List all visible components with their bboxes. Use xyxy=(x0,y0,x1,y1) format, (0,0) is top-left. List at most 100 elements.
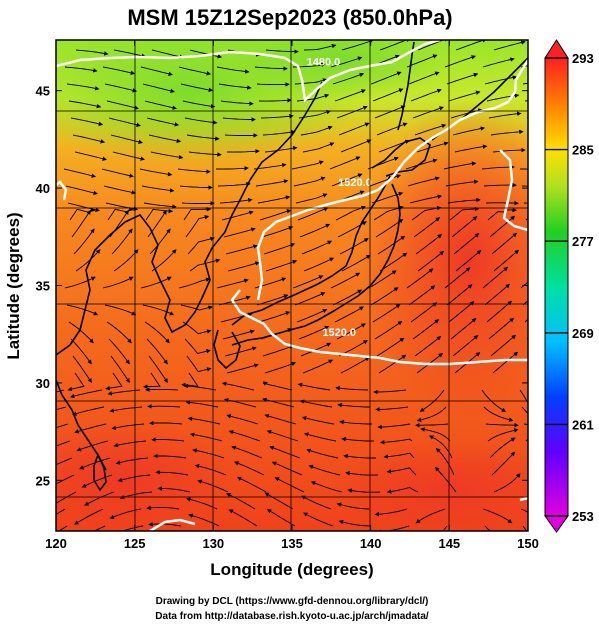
streamline xyxy=(302,359,334,374)
streamline xyxy=(370,287,399,306)
streamline xyxy=(256,82,290,87)
streamline xyxy=(148,355,168,383)
streamline xyxy=(140,66,173,76)
streamline xyxy=(236,476,267,493)
colorbar-tick-label: 285 xyxy=(572,143,594,158)
streamline xyxy=(150,151,184,160)
streamline xyxy=(56,440,71,447)
coastline-china-korea xyxy=(56,81,323,356)
streamline xyxy=(224,397,257,408)
streamline xyxy=(81,474,113,488)
streamline xyxy=(262,397,295,408)
streamline xyxy=(532,461,537,492)
x-tick-label: 120 xyxy=(45,536,67,551)
streamline xyxy=(56,389,65,393)
streamline xyxy=(226,363,259,374)
streamline xyxy=(72,355,92,383)
streamline xyxy=(451,216,478,238)
streamline xyxy=(452,126,486,136)
streamline xyxy=(414,336,442,357)
streamline xyxy=(185,215,210,238)
streamline xyxy=(454,144,488,153)
colorbar-tick-label: 261 xyxy=(572,417,594,432)
streamline xyxy=(481,389,507,412)
colorbar-tick-label: 293 xyxy=(572,51,594,66)
streamline xyxy=(112,151,145,161)
streamline xyxy=(296,93,330,102)
streamline xyxy=(303,257,335,272)
streamline xyxy=(271,461,303,476)
streamline xyxy=(184,117,218,125)
streamline xyxy=(299,223,331,238)
colorbar-bottom-arrow xyxy=(544,515,569,533)
streamline xyxy=(228,430,261,442)
streamline xyxy=(408,285,436,306)
streamline xyxy=(222,329,255,340)
streamline xyxy=(520,508,528,514)
streamline xyxy=(520,168,528,170)
streamline xyxy=(226,414,259,425)
streamline xyxy=(493,473,521,493)
streamline xyxy=(487,207,518,221)
streamline xyxy=(341,436,374,442)
streamline xyxy=(121,525,144,531)
colorbar-tick-label: 269 xyxy=(572,326,594,341)
streamline xyxy=(155,470,189,476)
streamline xyxy=(105,372,123,391)
streamline xyxy=(104,304,137,316)
lat-lon-grid xyxy=(56,40,528,531)
streamline xyxy=(57,525,68,531)
streamline xyxy=(294,292,326,306)
y-axis: 25 30 35 40 45 xyxy=(36,84,528,488)
streamline xyxy=(103,185,137,195)
streamline xyxy=(412,319,440,340)
streamline xyxy=(372,88,404,102)
streamline xyxy=(492,147,526,153)
streamline xyxy=(56,491,77,504)
contour-label: 1480.0 xyxy=(307,56,341,68)
streamline xyxy=(257,195,291,204)
streamline xyxy=(521,406,528,415)
streamline xyxy=(374,105,406,119)
streamline xyxy=(491,232,518,255)
streamline xyxy=(227,261,260,272)
x-axis: 120 125 130 135 140 145 150 xyxy=(45,40,539,551)
streamline xyxy=(291,160,324,170)
contour-1520-east xyxy=(499,149,528,232)
streamline xyxy=(219,197,253,204)
streamline xyxy=(233,461,265,476)
streamline xyxy=(144,321,170,344)
streamline xyxy=(227,148,260,154)
streamline xyxy=(485,422,519,428)
streamline xyxy=(258,311,291,323)
streamline xyxy=(489,437,516,459)
streamline xyxy=(56,474,75,485)
streamline xyxy=(412,106,444,119)
streamline xyxy=(189,49,223,59)
streamline xyxy=(295,193,328,204)
streamline xyxy=(417,250,445,272)
streamline xyxy=(448,90,481,102)
streamline xyxy=(300,125,333,136)
contour-label: 1520.0 xyxy=(338,177,372,189)
streamline xyxy=(182,321,212,335)
streamline xyxy=(67,372,85,392)
x-tick-label: 150 xyxy=(517,536,539,551)
streamline xyxy=(298,325,330,340)
streamline xyxy=(111,423,145,431)
streamline xyxy=(406,54,438,68)
streamline xyxy=(222,117,256,122)
streamline xyxy=(414,123,447,136)
streamline xyxy=(303,512,334,527)
credit-line-2: Data from http://database.rish.kyoto-u.a… xyxy=(155,611,429,622)
coastline-taiwan xyxy=(93,452,107,492)
streamline xyxy=(446,284,473,306)
streamline xyxy=(428,435,453,459)
streamline xyxy=(310,481,343,493)
streamline xyxy=(221,210,254,221)
streamline xyxy=(493,249,520,272)
streamline xyxy=(109,406,143,413)
streamline xyxy=(76,440,109,452)
streamline xyxy=(148,522,182,527)
streamline xyxy=(296,309,328,323)
